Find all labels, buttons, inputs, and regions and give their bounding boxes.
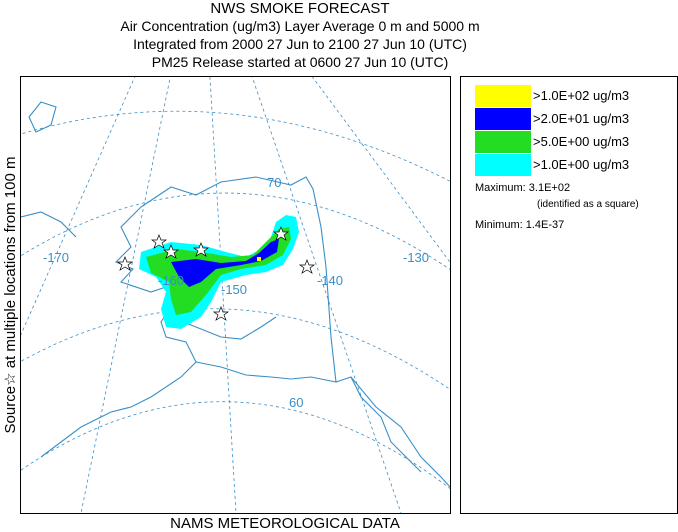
lat-70-line	[21, 192, 450, 271]
lon-160-line	[80, 77, 171, 513]
legend-label-20: >2.0E+01 ug/m3	[533, 111, 630, 126]
maximum-label: Maximum: 3.1E+02	[475, 182, 571, 194]
lat-label-60: 60	[289, 395, 303, 410]
source-star	[150, 234, 168, 249]
latitude-grid	[21, 110, 450, 490]
lat-65-line	[21, 308, 450, 390]
source-star	[298, 259, 316, 274]
coastline	[21, 101, 450, 488]
smoke-plume	[139, 215, 299, 329]
alaska-north-east-coast	[140, 176, 450, 488]
gulf-coast	[195, 361, 337, 383]
legend-row-100: >1.0E+02 ug/m3	[475, 85, 675, 107]
lon-130-line	[311, 77, 450, 263]
map-panel: -170 -160 -150 -140 -130 70 60	[20, 76, 451, 514]
integration-period: Integrated from 2000 27 Jun to 2100 27 J…	[133, 36, 467, 52]
lon-label-170: -170	[43, 250, 69, 265]
source-star	[272, 226, 290, 241]
alaska-west-coast	[40, 206, 197, 458]
legend-panel: >1.0E+02 ug/m3 >2.0E+01 ug/m3 >5.0E+00 u…	[460, 76, 678, 514]
legend-row-1: >1.0E+00 ug/m3	[475, 154, 675, 176]
plume-contour-5	[146, 227, 291, 315]
grid-labels: -170 -160 -150 -140 -130 70 60	[43, 175, 429, 410]
legend-row-20: >2.0E+01 ug/m3	[475, 108, 675, 130]
plume-maximum-square	[257, 257, 261, 261]
lat-60-line	[21, 401, 450, 490]
lat-75-line	[21, 110, 450, 182]
chukotka-coast	[21, 211, 77, 238]
forecast-title: NWS SMOKE FORECAST	[210, 0, 390, 17]
source-side-label: Source☆ at multiple locations from 100 m	[0, 75, 20, 515]
plume-contour-20	[171, 239, 279, 287]
legend-swatch-cyan	[475, 154, 531, 176]
lon-label-150: -150	[221, 282, 247, 297]
concentration-subtitle: Air Concentration (ug/m3) Layer Average …	[120, 18, 480, 34]
source-markers	[116, 226, 316, 321]
lat-label-70: 70	[267, 175, 281, 190]
data-source-footer: NAMS METEOROLOGICAL DATA	[170, 515, 400, 532]
legend-label-5: >5.0E+00 ug/m3	[533, 134, 630, 149]
panhandle-coast	[350, 376, 422, 473]
legend-row-5: >5.0E+00 ug/m3	[475, 131, 675, 153]
legend-label-1: >1.0E+00 ug/m3	[533, 157, 630, 172]
longitude-grid	[21, 77, 450, 513]
source-star	[192, 242, 210, 257]
legend-swatch-blue	[475, 108, 531, 130]
maximum-note: (identified as a square)	[537, 199, 639, 210]
source-star	[162, 244, 180, 259]
lon-label-130: -130	[403, 250, 429, 265]
legend-swatch-yellow	[475, 85, 531, 107]
source-side-label-text: Source☆ at multiple locations from 100 m	[2, 156, 19, 434]
minimum-label: Minimum: 1.4E-37	[475, 219, 565, 231]
release-start: PM25 Release started at 0600 27 Jun 10 (…	[151, 54, 449, 70]
source-star	[116, 256, 134, 271]
interior-river	[170, 316, 277, 340]
lon-label-160: -160	[158, 273, 184, 288]
siberia-coast	[28, 101, 57, 133]
lon-label-140: -140	[317, 273, 343, 288]
source-star	[212, 306, 230, 321]
lon-170-line	[21, 77, 136, 336]
legend-swatch-green	[475, 131, 531, 153]
alaska-map: -170 -160 -150 -140 -130 70 60	[21, 77, 450, 513]
legend-label-100: >1.0E+02 ug/m3	[533, 88, 630, 103]
